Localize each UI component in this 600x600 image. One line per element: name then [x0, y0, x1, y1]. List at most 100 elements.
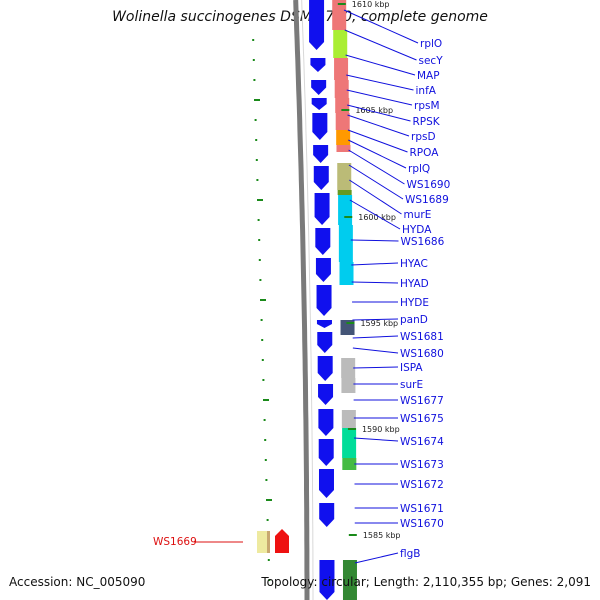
gene-label-sure[interactable]: surE: [400, 379, 423, 391]
gene-label-mure[interactable]: murE: [404, 209, 432, 221]
gene-arrow: [311, 80, 327, 95]
gene-arrow: [319, 560, 335, 600]
gene-leader-line: [351, 281, 399, 284]
cog-block: [337, 190, 352, 195]
kbp-label: 1595 kbp: [360, 319, 398, 328]
gene-label-ws1672[interactable]: WS1672: [400, 479, 444, 491]
gene-arrow: [318, 469, 334, 498]
gene-label-rpsk[interactable]: RPSK: [413, 116, 441, 128]
gene-label-infa[interactable]: infA: [416, 85, 437, 97]
gene-arrow: [316, 285, 332, 316]
gene-leader-line: [347, 129, 408, 153]
genome-backbone-inner: [301, 0, 314, 600]
gene-leader-line: [344, 29, 417, 61]
genome-backbone: [293, 0, 310, 600]
gene-arrow: [318, 409, 334, 436]
cog-block: [334, 58, 349, 80]
map-title: Wolinella succinogenes DSM 1740, complet…: [112, 9, 488, 25]
gene-arrow: [315, 258, 331, 282]
cog-block: [342, 560, 357, 600]
cog-block: [334, 80, 349, 98]
gene-label-ws1681[interactable]: WS1681: [400, 331, 444, 343]
gene-label-hyad[interactable]: HYAD: [400, 278, 429, 290]
gene-leader-line: [348, 149, 405, 185]
gene-arrow: [313, 145, 329, 163]
gene-label-hyde[interactable]: HYDE: [400, 297, 429, 309]
gene-leader-line: [352, 335, 399, 339]
kbp-label: 1585 kbp: [363, 531, 401, 540]
highlighted-gene-box-pale: [257, 531, 267, 553]
gene-arrow: [317, 332, 333, 353]
cog-block: [335, 113, 350, 130]
cog-block: [336, 145, 351, 152]
gene-label-layer: rplO secY MAP infA rpsM RPSK rpsD RPOA rplQ WS169…: [343, 9, 451, 564]
cog-block: [332, 0, 347, 30]
gene-leader-line: [351, 262, 399, 266]
gene-arrow: [316, 320, 332, 328]
highlighted-gene-box-tan: [267, 531, 270, 553]
cog-block: [333, 30, 348, 58]
gene-leader-line: [347, 114, 410, 137]
gene-arrow: [311, 98, 327, 110]
highlighted-gene-label[interactable]: WS1669: [153, 536, 197, 548]
gene-leader-line: [348, 164, 404, 200]
cog-block: [337, 163, 352, 190]
gene-label-ws1671[interactable]: WS1671: [400, 503, 444, 515]
gene-arrow: [314, 193, 330, 225]
gene-label-rplq[interactable]: rplQ: [408, 163, 430, 175]
accession-text: Accession: NC_005090: [9, 575, 146, 589]
kbp-label: 1610 kbp: [352, 0, 390, 9]
cog-block: [341, 410, 356, 428]
gene-label-ws1670[interactable]: WS1670: [400, 518, 444, 530]
gene-label-ws1686[interactable]: WS1686: [401, 236, 445, 248]
gene-label-ispa[interactable]: ISPA: [400, 362, 423, 374]
gene-arrow: [315, 228, 331, 255]
gene-label-hyda[interactable]: HYDA: [402, 224, 432, 236]
gene-label-secy[interactable]: secY: [419, 55, 444, 67]
gene-label-hyac[interactable]: HYAC: [400, 258, 428, 270]
cog-category-track: [332, 0, 357, 600]
gene-arrow: [309, 0, 325, 50]
gene-label-rpsd[interactable]: rpsD: [411, 131, 436, 143]
cog-block: [341, 378, 356, 393]
gene-label-map[interactable]: MAP: [417, 70, 440, 82]
gene-label-ws1680[interactable]: WS1680: [400, 348, 444, 360]
gene-arrow: [318, 439, 334, 466]
gene-leader-line: [353, 366, 399, 369]
gene-leader-line: [345, 54, 416, 76]
gene-arrow: [317, 356, 333, 381]
gene-label-ws1677[interactable]: WS1677: [400, 395, 444, 407]
gene-label-rpsm[interactable]: rpsM: [414, 100, 440, 112]
gene-arrow: [318, 384, 334, 405]
gene-arrow: [313, 166, 329, 190]
kbp-scale: 1610 kbp 1605 kbp 1600 kbp 1595 kbp 1590 kbp…: [337, 0, 401, 540]
gene-arrow: [319, 503, 335, 527]
gene-label-ws1674[interactable]: WS1674: [400, 436, 444, 448]
gene-label-rplo[interactable]: rplO: [420, 38, 442, 50]
gene-label-rpoa[interactable]: RPOA: [410, 147, 440, 159]
cog-block: [341, 358, 356, 378]
gc-skew-track: [252, 39, 272, 581]
gene-label-ws1675[interactable]: WS1675: [400, 413, 444, 425]
gene-leader-line: [354, 437, 399, 442]
cog-block: [339, 262, 354, 285]
gene-label-ws1673[interactable]: WS1673: [400, 459, 444, 471]
gene-arrow: [310, 58, 326, 72]
gene-label-ws1690[interactable]: WS1690: [407, 179, 451, 191]
gene-leader-line: [348, 139, 407, 169]
kbp-label: 1590 kbp: [362, 425, 400, 434]
cog-block: [342, 458, 357, 470]
gene-leader-line: [354, 552, 399, 564]
gene-leader-line: [347, 104, 411, 122]
highlighted-gene-arrow: [275, 529, 289, 553]
gene-leader-line: [346, 89, 413, 106]
cog-block: [336, 130, 351, 145]
gene-label-flgb[interactable]: flgB: [400, 548, 420, 560]
gene-leader-line: [346, 74, 414, 91]
gene-label-pand[interactable]: panD: [400, 314, 428, 326]
gene-leader-line: [352, 318, 399, 321]
gene-arrow-track: [309, 0, 335, 600]
cog-block: [338, 225, 353, 262]
gene-label-ws1689[interactable]: WS1689: [405, 194, 449, 206]
